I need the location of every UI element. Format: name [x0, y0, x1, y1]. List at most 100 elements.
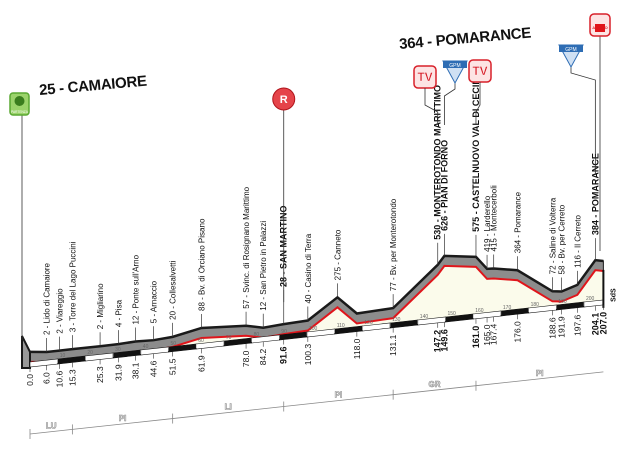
km-label: 84.2	[258, 348, 268, 365]
x-tick-label: 40	[143, 344, 149, 350]
x-tick-label: 70	[226, 335, 232, 341]
region-label: LI	[225, 403, 232, 412]
gpm-band	[443, 61, 467, 68]
km-label: 188.6	[547, 317, 557, 339]
place-label: 575 - CASTELNUOVO VAL DI CECINA	[471, 71, 481, 232]
km-label: 38.1	[131, 362, 141, 379]
flag-shape	[14, 96, 25, 106]
x-tick-label: 60	[198, 338, 204, 344]
x-tick-label: 110	[337, 323, 345, 329]
region-bracket	[475, 371, 604, 387]
place-label: 12 - Ponte sull'Arno	[132, 254, 141, 324]
km-label: 207.0	[598, 312, 608, 335]
region-bracket	[29, 429, 73, 435]
km-label: 25.3	[95, 366, 105, 383]
place-label: 3 - Torre del Lago Puccini	[68, 241, 77, 332]
x-tick-label: 180	[531, 302, 540, 308]
km-label: 51.5	[168, 358, 178, 375]
km-label: 6.0	[42, 372, 52, 384]
x-tick-label: 10	[60, 353, 66, 359]
region-label: PI	[536, 369, 544, 378]
icon-frame	[272, 87, 296, 111]
region-label: PI	[335, 391, 343, 400]
km-label: 204.1	[590, 313, 600, 336]
partenza-flag-icon: PARTENZA	[9, 92, 30, 340]
icon-leader-line	[443, 83, 456, 125]
x-tick-label: 100	[309, 326, 318, 332]
place-label: 2 - Viareggio	[55, 288, 64, 334]
km-label: 44.6	[149, 360, 159, 377]
place-label: 40 - Casino di Terra	[304, 233, 313, 303]
sds-label: SdS	[610, 288, 617, 302]
km-label: 91.6	[279, 347, 289, 365]
km-label: 78.0	[241, 350, 251, 367]
km-label: 165.0	[482, 324, 492, 346]
gpm-band	[559, 45, 583, 52]
place-label: 116 - Il Cerreto	[573, 215, 582, 268]
place-label: 384 - POMARANCE	[590, 153, 600, 235]
place-label: 415 - Montecerboli	[490, 185, 499, 251]
place-label: 77 - Bv. per Monterotondo	[389, 198, 398, 291]
region-label: PI	[119, 414, 127, 423]
km-label: 61.9	[196, 355, 206, 372]
tv-icon: TV	[468, 59, 492, 83]
x-tick-label: 30	[115, 347, 121, 353]
km-label: 176.0	[513, 321, 523, 343]
place-label: 4 - Pisa	[114, 299, 123, 327]
place-label: 20 - Collesalvetti	[169, 260, 178, 319]
x-tick-label: 80	[254, 332, 260, 338]
x-tick-label: 120	[364, 320, 373, 326]
region-bracket	[72, 418, 173, 430]
place-label: 275 - Canneto	[333, 229, 342, 280]
place-label: 364 - Pomarance	[514, 191, 523, 253]
x-tick-label: 130	[392, 317, 401, 323]
place-label: 530 - MONTEROTONDO MARITTIMO	[433, 85, 443, 240]
km-label: 147.2	[433, 330, 443, 353]
icon-text: TV	[472, 64, 487, 78]
place-label: 58 - Bv. per Cerreto	[558, 204, 567, 274]
icon-text: GPM	[449, 63, 460, 69]
place-label: 419 - Larderello	[483, 195, 492, 252]
km-label: 31.9	[113, 364, 123, 381]
place-label: 72 - Saline di Volterra	[548, 197, 557, 274]
km-label: 0.0	[25, 374, 35, 386]
icon-text: PARTENZA	[11, 110, 29, 114]
region-bracket	[283, 394, 394, 407]
km-label: 15.3	[67, 369, 77, 386]
place-label: 626 - PIAN DI FORNO	[439, 140, 449, 231]
tv-leader-line	[475, 82, 481, 125]
sprint-r-icon: R	[272, 87, 296, 303]
profile-top-line	[29, 254, 604, 354]
gpm-triangle-icon: GPM	[558, 44, 596, 175]
km-label: 149.6	[439, 329, 449, 352]
km-label: 10.6	[54, 371, 64, 388]
tv-leader-line	[424, 88, 439, 125]
place-label: 12 - San Pietro in Palazzi	[259, 221, 268, 311]
place-label: 57 - Svinc. di Rosignano Marittimo	[242, 186, 251, 308]
x-tick-label: 170	[503, 305, 512, 311]
km-label: 197.6	[572, 314, 582, 336]
region-bracket	[172, 406, 284, 419]
x-tick-label: 200	[586, 296, 595, 302]
x-tick-label: 20	[87, 350, 93, 356]
km-label: 100.3	[303, 344, 313, 366]
km-label: 161.0	[471, 326, 481, 349]
x-tick-label: 140	[420, 314, 429, 320]
region-bracket	[393, 385, 477, 396]
region-label: LU	[46, 422, 57, 431]
icon-text: R	[280, 94, 288, 106]
icon-leader-line	[570, 67, 596, 175]
km-label: 191.9	[557, 316, 567, 338]
km-label: 167.4	[489, 324, 499, 346]
tv-icon: TV	[413, 65, 437, 89]
x-tick-label: 150	[448, 311, 457, 317]
x-tick-label: 90	[281, 329, 287, 335]
x-tick-label: 190	[558, 299, 567, 305]
place-label: 88 - Bv. di Orciano Pisano	[197, 218, 206, 311]
profile-fill	[30, 255, 604, 362]
place-label: 2 - Migliarino	[96, 283, 105, 329]
x-tick-label: 160	[475, 308, 484, 314]
x-tick-label: 50	[171, 341, 177, 347]
